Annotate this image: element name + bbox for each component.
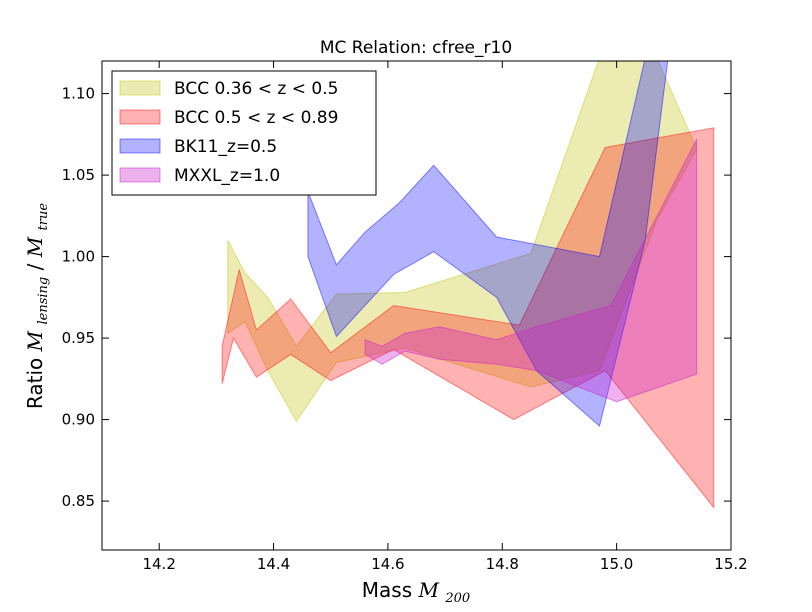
- series-band-2: [307, 61, 669, 428]
- y-tick-label-5: 1.10: [62, 85, 95, 103]
- x-tick-label-5: 15.2: [714, 555, 747, 573]
- chart-title: MC Relation: cfree_r10: [320, 38, 512, 58]
- x-axis-title: Mass M 200: [362, 578, 470, 606]
- y-tick-label-1: 0.90: [62, 411, 95, 429]
- legend-swatch-3: [119, 167, 161, 183]
- x-tick-label-3: 14.8: [486, 555, 519, 573]
- series-band-3: [364, 138, 698, 403]
- legend-swatch-2: [119, 138, 161, 154]
- legend-swatch-1: [119, 109, 161, 125]
- x-axis-title-math: M: [418, 578, 440, 602]
- legend-label-2: BK11_z=0.5: [174, 137, 277, 157]
- series-layer: [221, 61, 715, 510]
- y-tick-label-2: 0.95: [62, 329, 95, 347]
- legend-items: BCC 0.36 < z < 0.5 BCC 0.5 < z < 0.89 BK11…: [119, 79, 338, 186]
- legend: BCC 0.36 < z < 0.5 BCC 0.5 < z < 0.89 BK11…: [111, 70, 377, 196]
- y-axis-title-sub2: true: [36, 203, 51, 231]
- y-tick-label-4: 1.05: [62, 166, 95, 184]
- series-band-0: [227, 61, 698, 423]
- x-tick-label-4: 15.0: [600, 555, 633, 573]
- x-tick-label-1: 14.4: [257, 555, 290, 573]
- y-axis-title-prefix: Ratio: [23, 351, 47, 409]
- x-tick-label-0: 14.2: [142, 555, 175, 573]
- y-axis-title-math2: M: [23, 236, 47, 258]
- tick-layer: 14.2 14.4 14.6 14.8 15.0 15.2 0.85 0.90 0.95 1.00…: [62, 61, 748, 573]
- y-axis-title-math1: M: [23, 330, 47, 352]
- legend-label-1: BCC 0.5 < z < 0.89: [174, 108, 338, 128]
- y-axis-title-slash: /: [23, 263, 47, 270]
- x-axis-title-prefix: Mass: [362, 578, 419, 602]
- x-axis-title-sub: 200: [444, 591, 470, 606]
- y-axis-title: Ratio M lensing / M true: [23, 203, 52, 409]
- y-axis-title-sub1: lensing: [36, 277, 51, 325]
- y-tick-label-0: 0.85: [62, 492, 95, 510]
- legend-label-3: MXXL_z=1.0: [174, 166, 280, 186]
- y-tick-label-3: 1.00: [62, 248, 95, 266]
- legend-box: [111, 70, 377, 196]
- x-tick-label-2: 14.6: [371, 555, 404, 573]
- legend-swatch-0: [119, 80, 161, 96]
- series-band-1: [221, 127, 715, 510]
- legend-label-0: BCC 0.36 < z < 0.5: [174, 79, 338, 99]
- plot-frame: [101, 60, 732, 551]
